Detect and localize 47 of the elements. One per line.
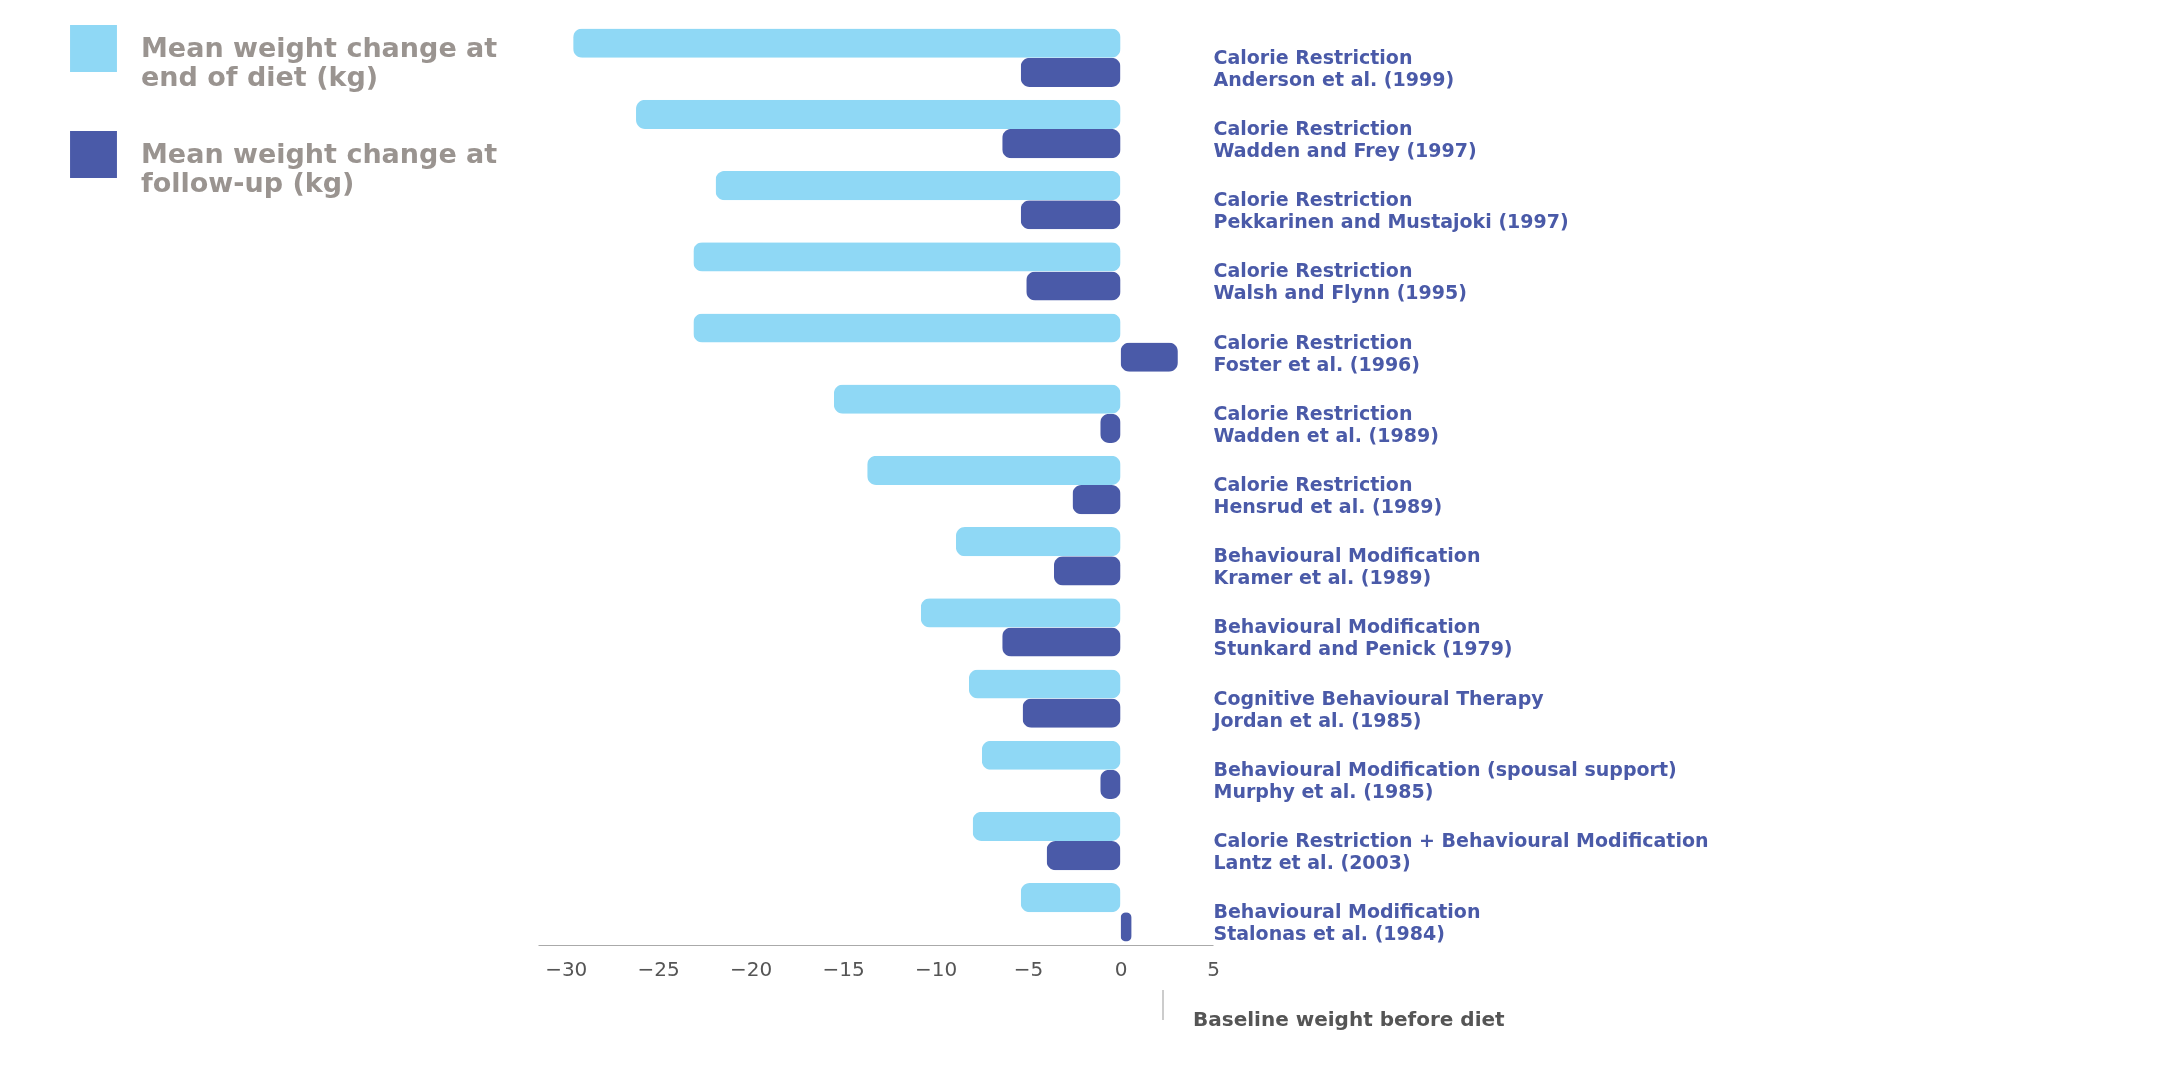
bar [715, 170, 1121, 201]
bar [693, 242, 1121, 272]
x-tick-label: −5 [1013, 956, 1044, 981]
x-tick-label: 5 [1207, 956, 1220, 981]
y-tick-label: Calorie Restriction Pekkarinen and Mustajoki (1997) [1213, 188, 1569, 233]
bar [693, 313, 1121, 343]
y-tick-label: Calorie Restriction + Behavioural Modification Lantz et al. (2003) [1213, 829, 1709, 874]
bar [833, 384, 1121, 414]
bar [636, 99, 1121, 129]
bar [920, 598, 1121, 628]
y-tick-label: Calorie Restriction Anderson et al. (1999) [1213, 45, 1455, 90]
legend-label: Mean weight change at follow-up (kg) [141, 137, 498, 198]
x-tick-label: −30 [545, 956, 588, 981]
bar [1020, 200, 1121, 230]
x-tick-label: −15 [822, 956, 865, 981]
bar [1002, 627, 1121, 657]
bar [573, 28, 1121, 58]
bar [1002, 128, 1121, 159]
y-tick-label: Behavioural Modification Stunkard and Penick (1979) [1213, 615, 1513, 660]
bar [1046, 841, 1121, 871]
text: Baseline weight before diet [1193, 1007, 1506, 1031]
x-tick-label: −10 [914, 956, 958, 981]
y-tick-label: Cognitive Behavioural Therapy Jordan et al. (1985) [1211, 686, 1545, 731]
y-tick-label: Behavioural Modification Stalonas et al. (1984) [1213, 900, 1481, 945]
bar [1072, 485, 1121, 515]
x-tick-label: 0 [1114, 956, 1128, 981]
bar [1026, 271, 1121, 301]
y-tick-label: Calorie Restriction Hensrud et al. (1989) [1213, 473, 1443, 517]
y-tick-label: Calorie Restriction Foster et al. (1996) [1213, 330, 1421, 375]
y-tick-label: Behavioural Modification (spousal support) Murphy et al. (1985) [1213, 757, 1677, 802]
y-tick-label: Behavioural Modification Kramer et al. (1989) [1213, 544, 1481, 589]
y-tick-label: Calorie Restriction Walsh and Flynn (1995) [1213, 259, 1467, 304]
y-tick-label: Calorie Restriction Wadden et al. (1989) [1213, 401, 1439, 446]
bar [1020, 57, 1121, 87]
bar [981, 740, 1121, 770]
bar [955, 527, 1121, 557]
bar [1120, 342, 1178, 372]
legend-label: Mean weight change at end of diet (kg) [141, 31, 498, 92]
bar [867, 455, 1121, 485]
y-tick-label: Calorie Restriction Wadden and Frey (1997) [1213, 116, 1477, 161]
bar [968, 669, 1121, 699]
bar [1022, 698, 1121, 728]
bar [1020, 883, 1121, 913]
x-tick-label: −20 [730, 956, 773, 981]
bar [1053, 556, 1121, 586]
bar [972, 811, 1121, 842]
x-tick-label: −25 [637, 956, 680, 981]
